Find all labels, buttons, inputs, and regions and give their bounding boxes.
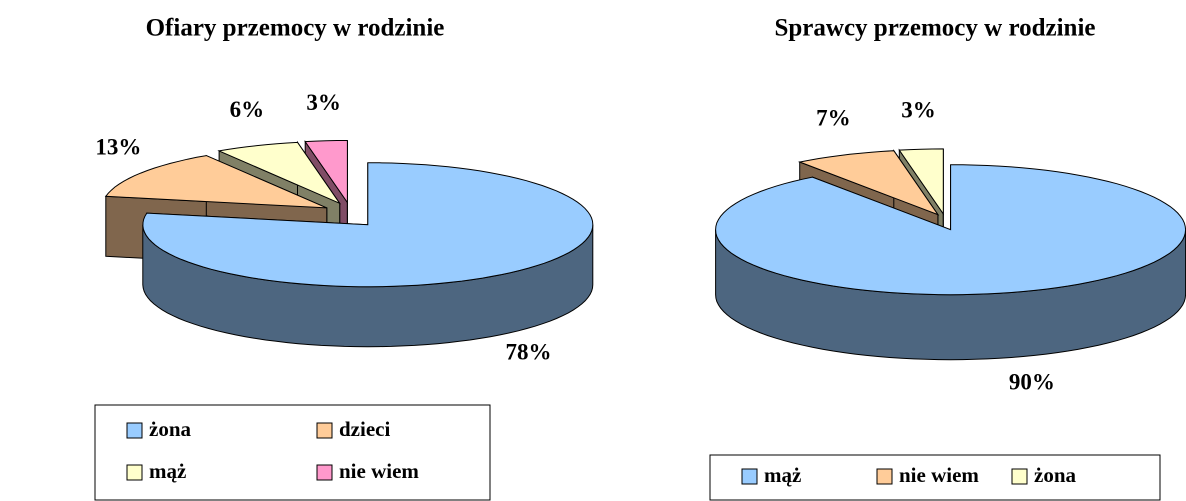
legend-label: nie wiem (899, 463, 979, 487)
slice (217, 141, 342, 205)
legend-label: mąż (149, 459, 186, 483)
slice (104, 155, 327, 209)
legend-swatch (876, 468, 893, 485)
legend-swatch (1011, 468, 1028, 485)
data-label: 90% (1009, 370, 1055, 395)
data-label: 13% (95, 135, 141, 160)
slice (797, 150, 940, 216)
slice (142, 162, 594, 288)
legend-swatch (316, 422, 333, 439)
legend-label: nie wiem (339, 459, 419, 483)
slice (715, 164, 1186, 296)
legend-box (94, 404, 491, 501)
data-label: 7% (816, 105, 851, 130)
legend-label: żona (149, 417, 192, 441)
legend-box (709, 454, 1161, 501)
legend-label: dzieci (339, 417, 390, 441)
chart-title: Sprawcy przemocy w rodzinie (774, 15, 1095, 42)
legend-swatch (741, 468, 758, 485)
data-label: 3% (306, 90, 341, 115)
data-label: 6% (230, 97, 265, 122)
legend-label: żona (1034, 463, 1077, 487)
data-label: 78% (505, 339, 551, 364)
slice (304, 140, 348, 205)
legend-label: mąż (764, 463, 801, 487)
data-label: 3% (901, 97, 936, 122)
chart-title: Ofiary przemocy w rodzinie (146, 15, 445, 42)
legend-swatch (316, 464, 333, 481)
legend-swatch (126, 464, 143, 481)
legend-swatch (126, 422, 143, 439)
slice (898, 148, 944, 216)
